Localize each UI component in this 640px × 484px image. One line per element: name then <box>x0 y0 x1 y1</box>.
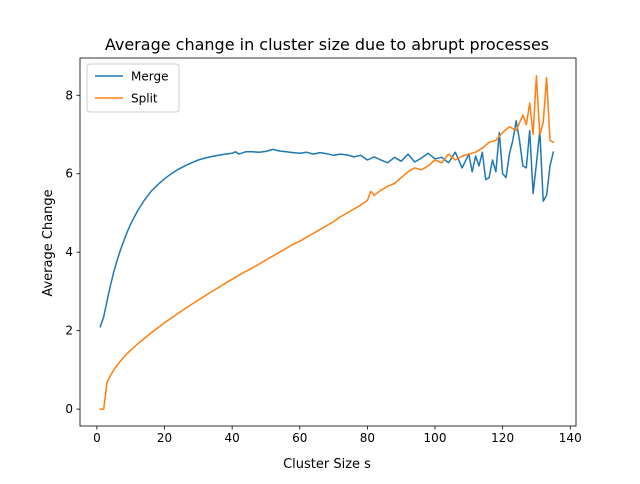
plot-area: 0 20 40 60 80 100 120 140 0 2 4 6 8 <box>65 57 582 445</box>
x-tick-label: 120 <box>491 431 514 445</box>
y-tick-label: 0 <box>65 402 73 416</box>
axes-frame <box>79 57 577 427</box>
x-tick-label: 140 <box>559 431 582 445</box>
x-tick-label: 0 <box>93 431 101 445</box>
x-tick-label: 60 <box>292 431 307 445</box>
legend: Merge Split <box>86 63 180 113</box>
x-tick-label: 80 <box>360 431 375 445</box>
series-line-merge <box>99 120 555 328</box>
chart-title: Average change in cluster size due to ab… <box>105 35 549 54</box>
x-tick-label: 20 <box>157 431 172 445</box>
y-tick-label: 2 <box>65 324 73 338</box>
x-axis-label: Cluster Size s <box>283 457 371 472</box>
y-axis-label: Average Change <box>41 189 56 296</box>
y-tick-label: 4 <box>65 245 73 259</box>
x-tick-label: 100 <box>424 431 447 445</box>
y-tick-label: 8 <box>65 88 73 102</box>
x-tick-label: 40 <box>225 431 240 445</box>
series-line-split <box>99 74 555 410</box>
legend-label-merge: Merge <box>131 70 168 84</box>
legend-label-split: Split <box>131 92 158 106</box>
y-tick-label: 6 <box>65 167 73 181</box>
